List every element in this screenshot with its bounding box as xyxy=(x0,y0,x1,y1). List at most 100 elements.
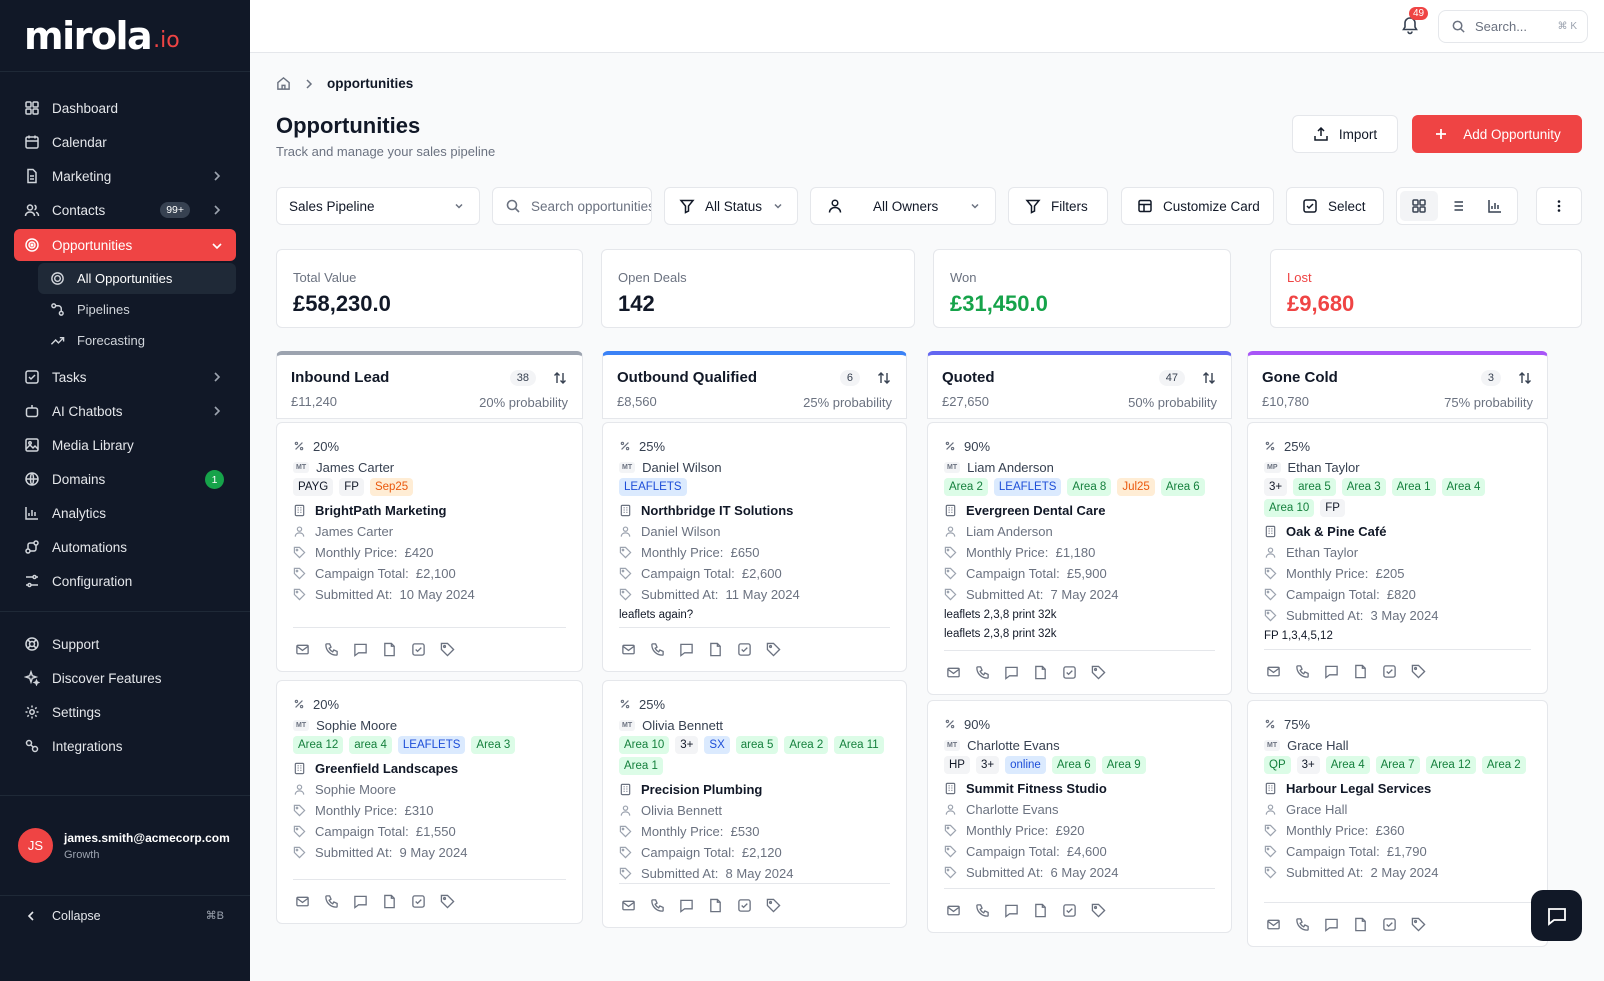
user-profile[interactable]: JS james.smith@acmecorp.com Growth xyxy=(0,795,250,895)
mail-icon[interactable] xyxy=(946,903,961,918)
opportunity-card[interactable]: 90% MT Liam Anderson Area 2 LEAFLETS Area 8 Ju… xyxy=(927,422,1232,695)
owners-filter[interactable]: All Owners xyxy=(810,187,996,225)
sidebar-item-marketing[interactable]: Marketing xyxy=(14,159,236,193)
message-icon[interactable] xyxy=(353,894,368,909)
sort-icon[interactable] xyxy=(552,370,568,386)
task-icon[interactable] xyxy=(411,894,426,909)
sidebar-item-integrations[interactable]: Integrations xyxy=(14,729,236,763)
sort-icon[interactable] xyxy=(1517,370,1533,386)
sidebar-item-automations[interactable]: Automations xyxy=(14,530,236,564)
phone-icon[interactable] xyxy=(650,642,665,657)
tag-icon[interactable] xyxy=(1091,665,1106,680)
message-icon[interactable] xyxy=(1004,903,1019,918)
mail-icon[interactable] xyxy=(621,642,636,657)
sort-icon[interactable] xyxy=(1201,370,1217,386)
customize-card-button[interactable]: Customize Card xyxy=(1121,187,1274,225)
tag-icon[interactable] xyxy=(1411,664,1426,679)
tag-icon[interactable] xyxy=(766,898,781,913)
logo[interactable]: mirola .io xyxy=(0,0,250,72)
chevron-right-icon xyxy=(214,171,221,181)
message-icon[interactable] xyxy=(679,642,694,657)
list-view-button[interactable] xyxy=(1438,191,1476,221)
sidebar-item-contacts[interactable]: Contacts 99+ xyxy=(14,193,236,227)
task-icon[interactable] xyxy=(1382,664,1397,679)
task-icon[interactable] xyxy=(737,898,752,913)
sidebar-item-calendar[interactable]: Calendar xyxy=(14,125,236,159)
add-opportunity-button[interactable]: Add Opportunity xyxy=(1412,115,1582,153)
tag-icon[interactable] xyxy=(1091,903,1106,918)
mail-icon[interactable] xyxy=(295,894,310,909)
global-search-input[interactable]: Search... ⌘ K xyxy=(1438,10,1588,43)
task-icon[interactable] xyxy=(1062,903,1077,918)
filters-button[interactable]: Filters xyxy=(1008,187,1108,225)
import-button[interactable]: Import xyxy=(1292,115,1398,153)
tag-icon[interactable] xyxy=(440,642,455,657)
opportunity-card[interactable]: 25% MT Olivia Bennett Area 10 3+ SX area 5 Area… xyxy=(602,680,907,928)
phone-icon[interactable] xyxy=(1295,664,1310,679)
tag-icon[interactable] xyxy=(766,642,781,657)
task-icon[interactable] xyxy=(737,642,752,657)
note-icon[interactable] xyxy=(708,642,723,657)
sidebar-subitem-pipelines[interactable]: Pipelines xyxy=(38,294,236,325)
note-icon[interactable] xyxy=(1353,917,1368,932)
more-options-button[interactable] xyxy=(1536,187,1582,225)
phone-icon[interactable] xyxy=(324,642,339,657)
phone-icon[interactable] xyxy=(975,665,990,680)
phone-icon[interactable] xyxy=(975,903,990,918)
sidebar-subitem-forecasting[interactable]: Forecasting xyxy=(38,325,236,356)
sidebar-item-discover-features[interactable]: Discover Features xyxy=(14,661,236,695)
sidebar-item-configuration[interactable]: Configuration xyxy=(14,564,236,598)
task-icon[interactable] xyxy=(1062,665,1077,680)
opportunity-card[interactable]: 20% MT James Carter PAYG FP Sep25 BrightPath M… xyxy=(276,422,583,672)
sort-icon[interactable] xyxy=(876,370,892,386)
sidebar-subitem-all-opportunities[interactable]: All Opportunities xyxy=(38,263,236,294)
task-icon[interactable] xyxy=(1382,917,1397,932)
sidebar-item-media-library[interactable]: Media Library xyxy=(14,428,236,462)
message-icon[interactable] xyxy=(1324,917,1339,932)
note-icon[interactable] xyxy=(382,894,397,909)
sidebar-item-ai-chatbots[interactable]: AI Chatbots xyxy=(14,394,236,428)
message-icon[interactable] xyxy=(1004,665,1019,680)
task-icon[interactable] xyxy=(411,642,426,657)
pipeline-select[interactable]: Sales Pipeline xyxy=(276,187,480,225)
chart-view-button[interactable] xyxy=(1476,191,1514,221)
message-icon[interactable] xyxy=(679,898,694,913)
tag-icon[interactable] xyxy=(1411,917,1426,932)
sidebar-item-analytics[interactable]: Analytics xyxy=(14,496,236,530)
message-icon[interactable] xyxy=(353,642,368,657)
opportunity-card[interactable]: 25% MP Ethan Taylor 3+ area 5 Area 3 Area 1 Are… xyxy=(1247,422,1548,694)
sidebar-item-domains[interactable]: Domains 1 xyxy=(14,462,236,496)
note-icon[interactable] xyxy=(708,898,723,913)
sidebar-item-support[interactable]: Support xyxy=(14,627,236,661)
board-view-button[interactable] xyxy=(1400,191,1438,221)
note-icon[interactable] xyxy=(382,642,397,657)
select-button[interactable]: Select xyxy=(1286,187,1384,225)
status-filter[interactable]: All Status xyxy=(664,187,798,225)
note-icon[interactable] xyxy=(1033,903,1048,918)
note-icon[interactable] xyxy=(1033,665,1048,680)
mail-icon[interactable] xyxy=(1266,917,1281,932)
phone-icon[interactable] xyxy=(650,898,665,913)
mail-icon[interactable] xyxy=(621,898,636,913)
home-icon[interactable] xyxy=(276,76,291,91)
mail-icon[interactable] xyxy=(946,665,961,680)
mail-icon[interactable] xyxy=(1266,664,1281,679)
mail-icon[interactable] xyxy=(295,642,310,657)
opportunity-card[interactable]: 90% MT Charlotte Evans HP 3+ online Area 6 Area… xyxy=(927,700,1232,933)
opportunity-card[interactable]: 20% MT Sophie Moore Area 12 area 4 LEAFLETS Ar… xyxy=(276,680,583,924)
sidebar-item-settings[interactable]: Settings xyxy=(14,695,236,729)
phone-icon[interactable] xyxy=(324,894,339,909)
sidebar-item-opportunities[interactable]: Opportunities xyxy=(14,229,236,261)
opportunity-card[interactable]: 75% MT Grace Hall QP 3+ Area 4 Area 7 Area 12 Ar… xyxy=(1247,700,1548,947)
opportunity-card[interactable]: 25% MT Daniel Wilson LEAFLETS Northbridge IT… xyxy=(602,422,907,672)
sidebar-item-tasks[interactable]: Tasks xyxy=(14,360,236,394)
collapse-sidebar-button[interactable]: Collapse ⌘B xyxy=(0,895,250,935)
phone-icon[interactable] xyxy=(1295,917,1310,932)
sidebar-item-dashboard[interactable]: Dashboard xyxy=(14,91,236,125)
chat-button[interactable] xyxy=(1531,890,1582,941)
note-icon[interactable] xyxy=(1353,664,1368,679)
card-contact: James Carter xyxy=(293,521,566,541)
message-icon[interactable] xyxy=(1324,664,1339,679)
opportunity-search-input[interactable]: Search opportunities xyxy=(492,187,652,225)
tag-icon[interactable] xyxy=(440,894,455,909)
